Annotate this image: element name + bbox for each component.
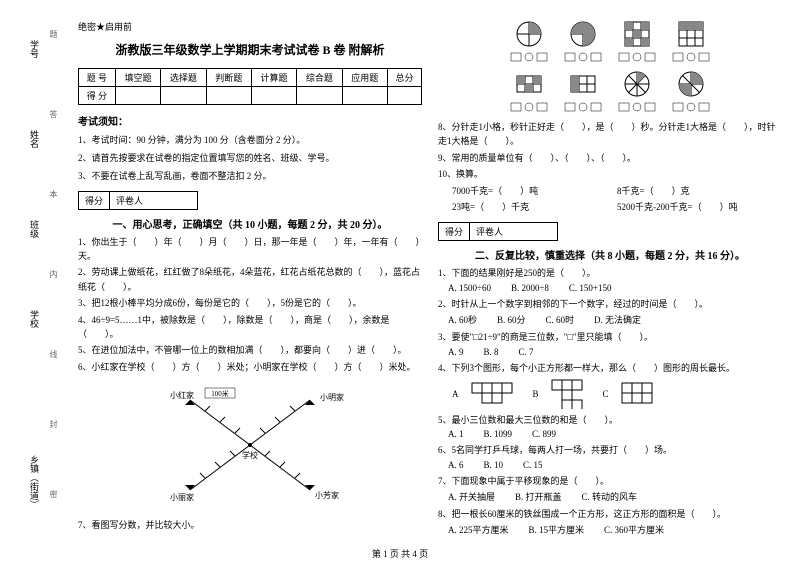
confidential-label: 绝密★启用前 (78, 20, 422, 33)
left-column: 绝密★启用前 浙教版三年级数学上学期期末考试试卷 B 卷 附解析 题 号 填空题… (70, 20, 430, 540)
q10-d: 5200千克-200千克=（ ）吨 (617, 200, 782, 214)
row2-label: 得 分 (79, 87, 116, 105)
scorer-box-1: 得分 评卷人 (78, 191, 198, 210)
label-class: 班级 (28, 220, 41, 238)
shape-a-icon (471, 382, 521, 406)
q10-c: 23吨=（ ）千克 (452, 200, 617, 214)
fraction-blank (509, 50, 549, 64)
seal-char-4: 线 (48, 350, 59, 358)
shape-b-icon (551, 379, 591, 409)
scorer-label-2: 评卷人 (110, 192, 197, 209)
instr-2: 2、请首先按要求在试卷的指定位置填写您的姓名、班级、学号。 (78, 150, 422, 166)
grid-icon (677, 20, 705, 48)
label-studentid: 学号 (28, 40, 41, 58)
th-1: 填空题 (115, 69, 160, 87)
instructions: 1、考试时间：90 分钟，满分为 100 分（含卷面分 2 分）。 2、请首先按… (78, 132, 422, 185)
seal-char-2: 本 (48, 190, 59, 198)
q1-3: 3、把12根小棒平均分成6份，每份是它的（ ），5份是它的（ ）。 (78, 296, 422, 310)
q2-3: 3、要使"□21÷9"的商是三位数，"□"里只能填（ ）。 (438, 330, 782, 344)
school-label: 学校 (242, 450, 258, 460)
q2-8: 8、把一根长60厘米的铁丝围成一个正方形，这正方形的面积是（ ）。 (438, 507, 782, 521)
th-3: 判断题 (206, 69, 251, 87)
seal-char-1: 答 (48, 110, 59, 118)
fraction-blank (563, 100, 603, 114)
grid-icon (623, 20, 651, 48)
th-5: 综合题 (297, 69, 342, 87)
label-school: 学校 (28, 310, 41, 328)
q10-a: 7000千克=（ ）吨 (452, 184, 617, 198)
instr-3: 3、不要在试卷上乱写乱画，卷面不整洁扣 2 分。 (78, 168, 422, 184)
fraction-blank (509, 100, 549, 114)
hong-label: 小红家 (170, 390, 194, 400)
page-title: 浙教版三年级数学上学期期末考试试卷 B 卷 附解析 (78, 41, 422, 58)
q1-2: 2、劳动课上做纸花，红红做了8朵纸花，4朵蓝花，红花占纸花总数的（ ），蓝花占纸… (78, 265, 422, 294)
seal-char-5: 封 (48, 420, 59, 428)
scorer-label-2b: 评卷人 (470, 223, 557, 240)
score-table: 题 号 填空题 选择题 判断题 计算题 综合题 应用题 总分 得 分 (78, 68, 422, 105)
right-column: 8、分针走1小格，秒针正好走（ ），是（ ）秒。分针走1大格是（ ），时针走1大… (430, 20, 790, 540)
seal-char-0: 题 (48, 30, 59, 38)
q2-2: 2、时针从上一个数字到相邻的下一个数字，经过的时间是（ ）。 (438, 297, 782, 311)
section2-heading: 二、反复比较，慎重选择（共 8 小题，每题 2 分，共 16 分）。 (438, 247, 782, 262)
q1-9: 9、常用的质量单位有（ ）、（ ）、（ ）。 (438, 151, 782, 165)
q1-1: 1、你出生于（ ）年（ ）月（ ）日，那一年是（ ）年，一年有（ ）天。 (78, 235, 422, 264)
grid-icon (515, 70, 543, 98)
q10-b: 8千克=（ ）克 (617, 184, 782, 198)
fraction-blank (617, 50, 657, 64)
fraction-blank (671, 50, 711, 64)
seal-char-3: 内 (48, 270, 59, 278)
compass-diagram: 100米 学校 小明家 小红家 小丽家 小芳家 (78, 380, 422, 512)
th-2: 选择题 (161, 69, 206, 87)
shapes-diagram: A B C (452, 379, 782, 409)
q1-10: 10、换算。 (438, 167, 782, 181)
binding-sidebar: 学号 姓名 班级 学校 乡镇（街道） 题 答 本 内 线 封 密 (0, 0, 60, 565)
q2-1: 1、下面的结果刚好是250的是（ ）。 (438, 266, 782, 280)
q2-7: 7、下面现象中属于平移现象的是（ ）。 (438, 474, 782, 488)
page-footer: 第 1 页 共 4 页 (0, 547, 800, 560)
grid-icon (569, 70, 597, 98)
q2-5: 5、最小三位数和最大三位数的和是（ ）。 (438, 413, 782, 427)
circle-icon (569, 20, 597, 48)
li-label: 小丽家 (170, 492, 194, 502)
section1-heading: 一、用心思考，正确填空（共 10 小题，每题 2 分，共 20 分）。 (78, 216, 422, 231)
scorer-label-1b: 得分 (439, 223, 470, 240)
th-4: 计算题 (251, 69, 296, 87)
th-7: 总分 (387, 69, 421, 87)
fraction-blank (671, 100, 711, 114)
instructions-title: 考试须知： (78, 113, 422, 128)
seal-char-6: 密 (48, 490, 59, 498)
fraction-row-1 (438, 20, 782, 64)
q2-4: 4、下列3个图形，每个小正方形都一样大，那么（ ）图形的周长最长。 (438, 361, 782, 375)
fang-label: 小芳家 (315, 490, 339, 500)
circle-icon (677, 70, 705, 98)
q1-8: 8、分针走1小格，秒针正好走（ ），是（ ）秒。分针走1大格是（ ），时针走1大… (438, 120, 782, 149)
fraction-blank (563, 50, 603, 64)
instr-1: 1、考试时间：90 分钟，满分为 100 分（含卷面分 2 分）。 (78, 132, 422, 148)
label-name: 姓名 (28, 130, 41, 148)
fraction-blank (617, 100, 657, 114)
shape-c-icon (621, 382, 655, 406)
q1-5: 5、在进位加法中，不管哪一位上的数相加满（ ），都要向（ ）进（ ）。 (78, 343, 422, 357)
q2-6: 6、5名同学打乒乓球，每两人打一场，共要打（ ）场。 (438, 443, 782, 457)
scorer-label-1: 得分 (79, 192, 110, 209)
q1-7: 7、看图写分数，并比较大小。 (78, 518, 422, 532)
label-township: 乡镇（街道） (28, 455, 41, 509)
ming-label: 小明家 (320, 392, 344, 402)
scorer-box-2: 得分 评卷人 (438, 222, 558, 241)
scale-label: 100米 (211, 389, 229, 398)
th-0: 题 号 (79, 69, 116, 87)
fraction-row-2 (438, 70, 782, 114)
q1-4: 4、46÷9=5……1中，被除数是（ ），除数是（ ），商是（ ），余数是（ ）… (78, 313, 422, 342)
circle-icon (515, 20, 543, 48)
q1-6: 6、小红家在学校（ ）方（ ）米处；小明家在学校（ ）方（ ）米处。 (78, 360, 422, 374)
circle-icon (623, 70, 651, 98)
th-6: 应用题 (342, 69, 387, 87)
